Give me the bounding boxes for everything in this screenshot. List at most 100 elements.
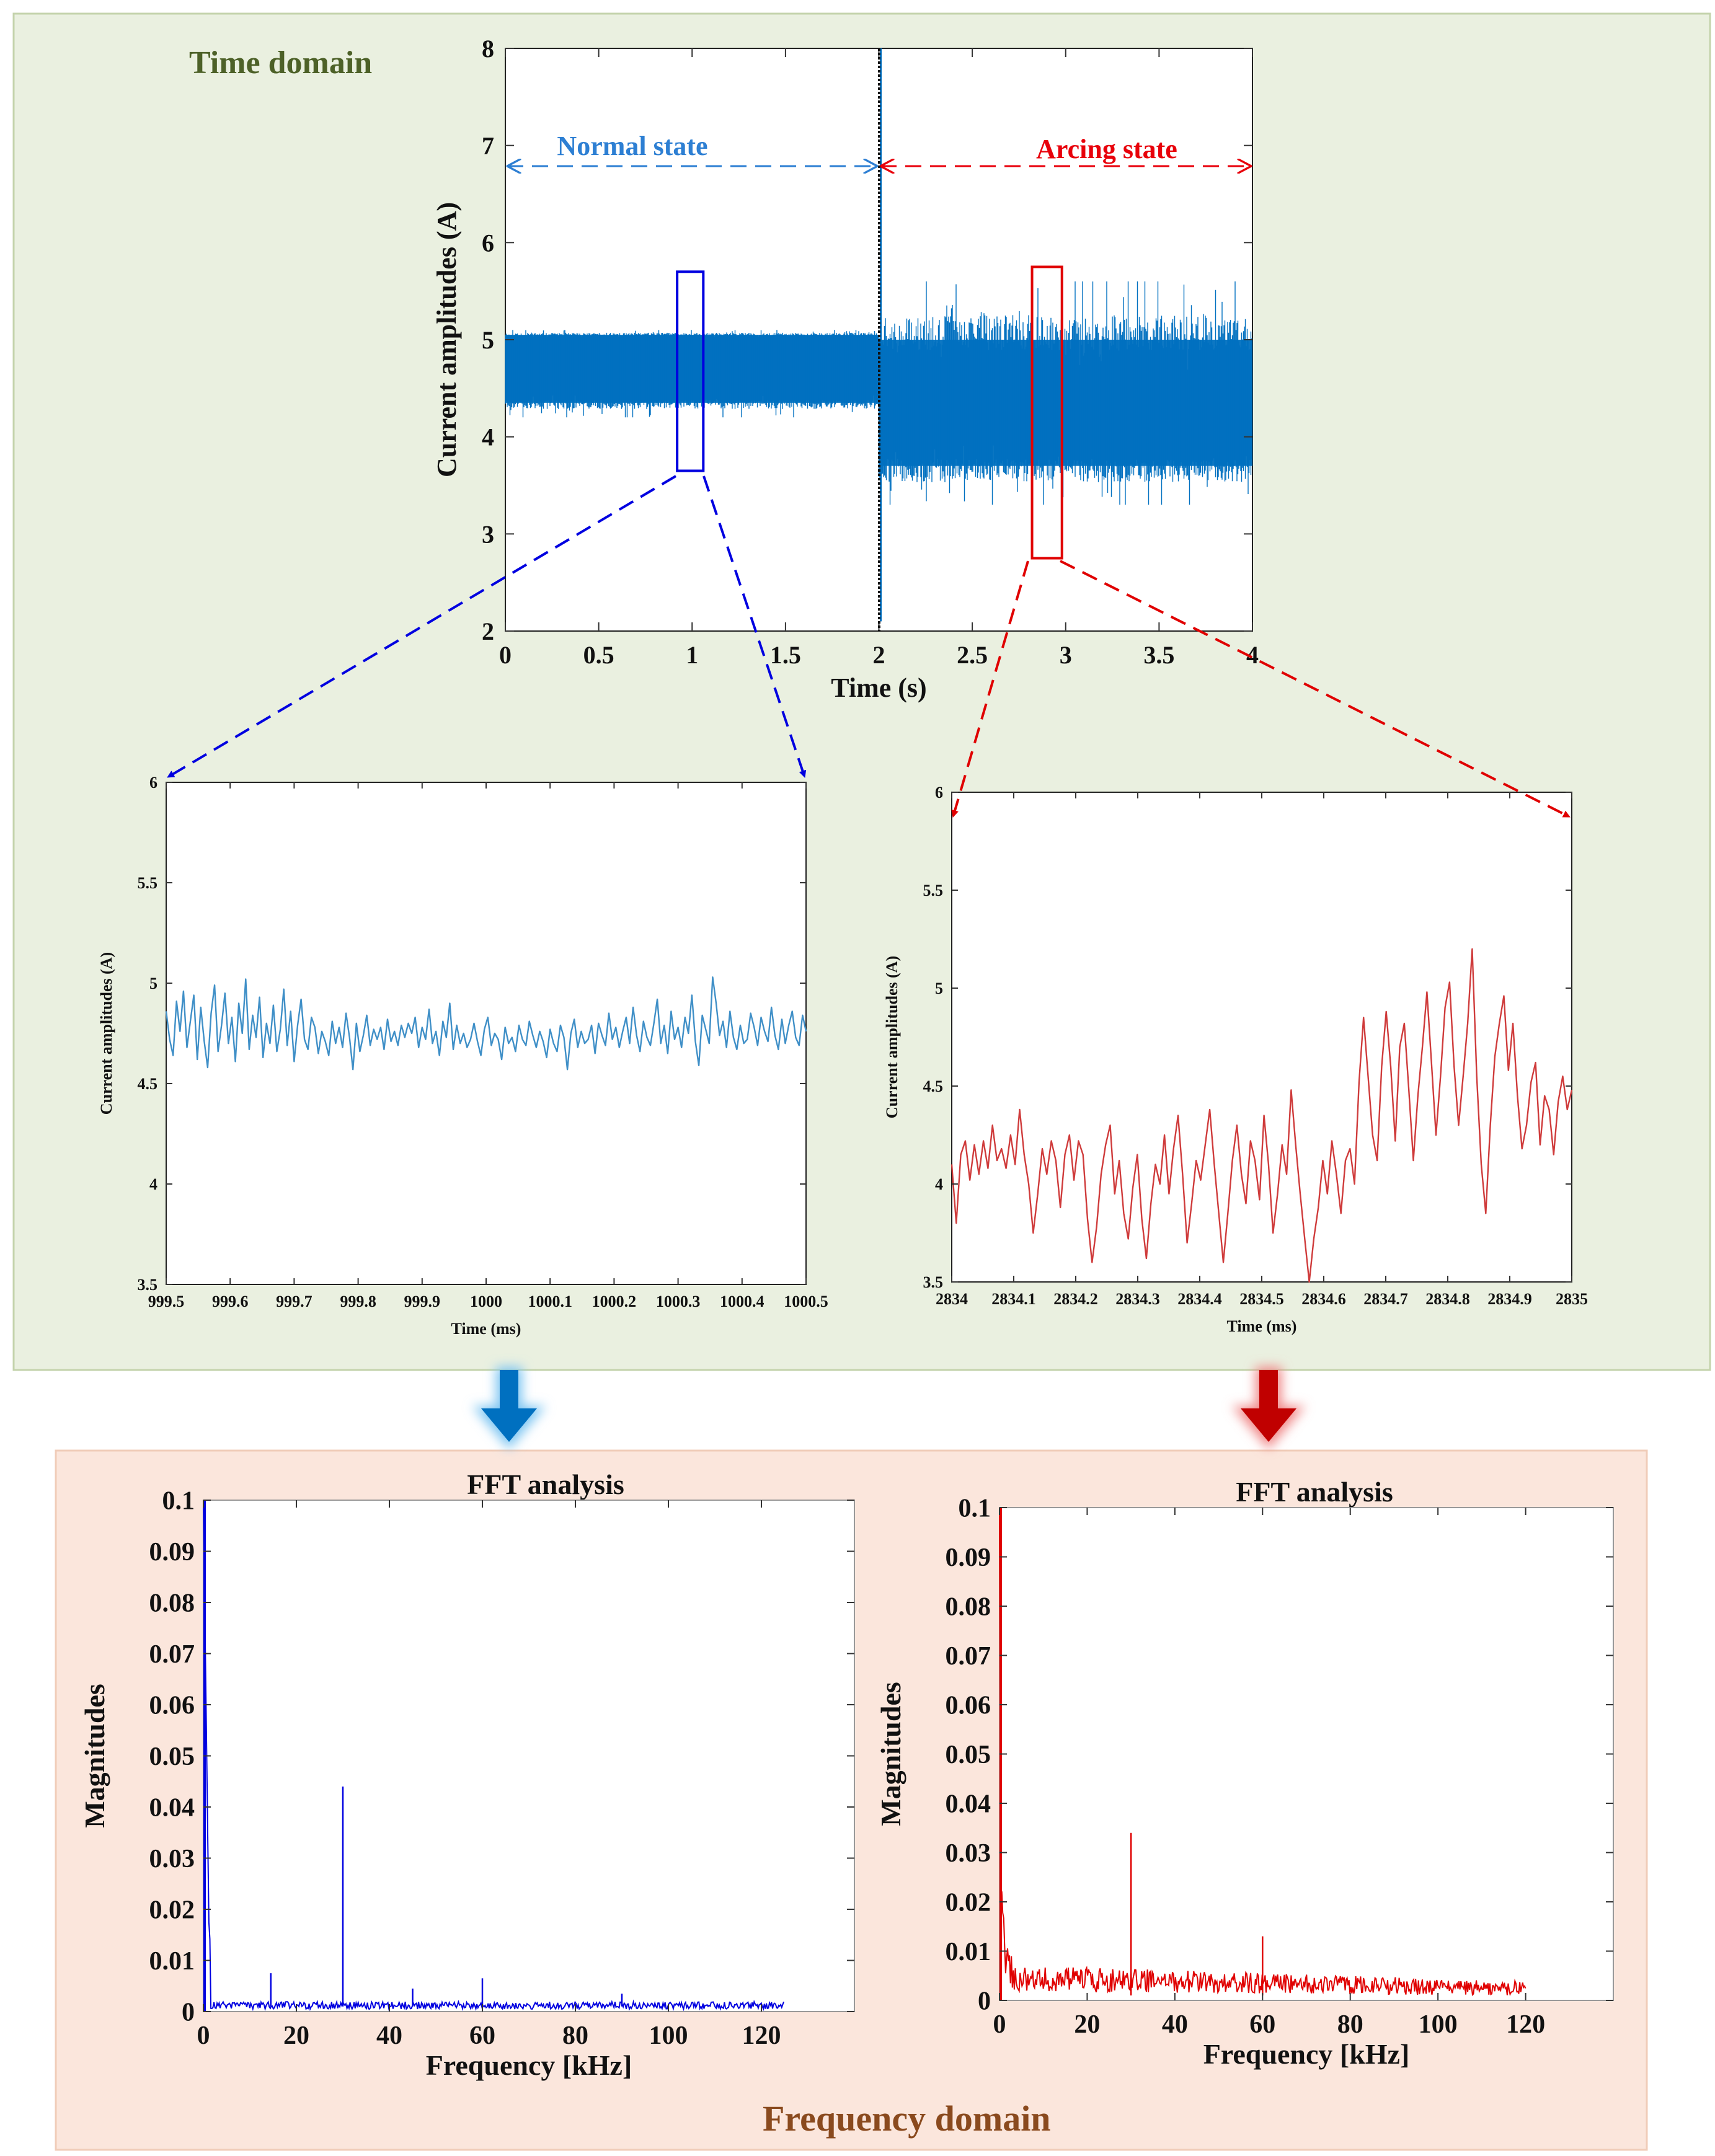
zoom-connector-normal-right	[702, 475, 807, 778]
y-tick-label: 7	[482, 132, 494, 160]
x-tick-label: 4	[1246, 641, 1259, 669]
x-tick-label: 2834	[936, 1290, 968, 1308]
y-tick-label: 0.02	[946, 1889, 991, 1917]
x-tick-label: 1000.3	[656, 1292, 701, 1310]
y-tick-label: 0.09	[149, 1538, 195, 1566]
arcing-state-label: Arcing state	[1036, 134, 1177, 164]
x-tick-label: 100	[649, 2021, 688, 2050]
x-tick-label: 40	[1162, 2010, 1188, 2039]
y-tick-label: 0.01	[946, 1938, 991, 1966]
y-axis-label: Magnitudes	[875, 1682, 906, 1826]
x-tick-label: 60	[1249, 2010, 1275, 2039]
y-axis-label: Magnitudes	[79, 1684, 110, 1828]
y-tick-label: 4.5	[138, 1075, 158, 1093]
x-tick-label: 80	[1337, 2010, 1363, 2039]
zoom-connector-arcing-right	[1060, 560, 1571, 818]
x-tick-label: 120	[1506, 2010, 1545, 2039]
x-axis-label: Time (ms)	[1227, 1317, 1297, 1335]
zoom-window-arcing	[1030, 265, 1063, 560]
time-domain-label: Time domain	[189, 45, 372, 81]
y-tick-label: 0.07	[149, 1640, 195, 1669]
x-tick-label: 80	[562, 2021, 588, 2050]
x-tick-label: 1000.4	[720, 1292, 764, 1310]
y-tick-label: 5.5	[923, 881, 944, 899]
x-tick-label: 0	[499, 641, 512, 669]
zoom-series-line	[951, 948, 1573, 1283]
x-tick-label: 2834.2	[1053, 1290, 1098, 1308]
y-tick-label: 0.03	[149, 1845, 195, 1873]
x-tick-label: 2834.6	[1301, 1290, 1346, 1308]
x-tick-label: 1	[686, 641, 698, 669]
x-tick-label: 1.5	[770, 641, 801, 669]
y-tick-label: 6	[482, 229, 494, 257]
x-tick-label: 100	[1419, 2010, 1458, 2039]
y-tick-label: 0.06	[149, 1692, 195, 1720]
y-tick-label: 3.5	[923, 1273, 944, 1291]
y-tick-label: 3.5	[138, 1276, 158, 1294]
x-tick-label: 2834.1	[991, 1290, 1036, 1308]
y-tick-label: 0.09	[946, 1544, 991, 1572]
y-tick-label: 0.05	[946, 1741, 991, 1769]
x-axis-label: Time (ms)	[451, 1320, 521, 1338]
zoom-arcing-plot-area	[951, 792, 1572, 1283]
x-tick-label: 2	[873, 641, 885, 669]
y-tick-label: 0.04	[149, 1794, 195, 1822]
zoom-series-line	[165, 976, 807, 1071]
y-tick-label: 4	[482, 423, 494, 451]
fft-normal-plot-area	[203, 1500, 855, 2012]
x-tick-label: 40	[376, 2021, 402, 2050]
normal-state-label: Normal state	[557, 131, 707, 161]
y-tick-label: 4.5	[923, 1077, 944, 1095]
y-axis-label: Current amplitudes (A)	[97, 952, 115, 1115]
x-tick-label: 2834.5	[1239, 1290, 1284, 1308]
y-tick-label: 2	[482, 617, 494, 645]
y-tick-label: 0.08	[149, 1589, 195, 1618]
x-tick-label: 0	[993, 2010, 1006, 2039]
signal-series-0	[505, 330, 879, 418]
x-tick-label: 999.6	[212, 1292, 249, 1310]
x-tick-label: 2834.3	[1115, 1290, 1160, 1308]
x-tick-label: 2835	[1556, 1290, 1588, 1308]
y-tick-label: 6	[935, 784, 943, 802]
x-tick-label: 1000.5	[784, 1292, 828, 1310]
y-tick-label: 0.05	[149, 1743, 195, 1771]
x-tick-label: 999.5	[148, 1292, 185, 1310]
x-tick-label: 2834.7	[1363, 1290, 1408, 1308]
x-tick-label: 999.7	[276, 1292, 312, 1310]
y-tick-label: 4	[935, 1175, 943, 1193]
x-tick-label: 2.5	[957, 641, 988, 669]
y-tick-label: 0.07	[946, 1642, 991, 1671]
x-tick-label: 999.9	[404, 1292, 441, 1310]
y-tick-label: 0.01	[149, 1947, 195, 1976]
y-axis-label: Current amplitudes (A)	[432, 202, 462, 477]
fft-series-line	[203, 1500, 785, 2012]
x-tick-label: 60	[469, 2021, 495, 2050]
x-tick-label: 2834.4	[1177, 1290, 1222, 1308]
x-tick-label: 0.5	[583, 641, 614, 669]
y-tick-label: 4	[149, 1175, 157, 1193]
y-tick-label: 0.06	[946, 1692, 991, 1720]
y-tick-label: 0.03	[946, 1839, 991, 1868]
y-tick-label: 5.5	[138, 874, 158, 892]
x-tick-label: 1000.1	[528, 1292, 572, 1310]
x-tick-label: 0	[197, 2021, 210, 2050]
y-tick-label: 0.04	[946, 1790, 991, 1819]
flow-arrow-arcing	[1232, 1367, 1305, 1449]
y-tick-label: 5	[935, 979, 943, 997]
zoom-connector-arcing-left	[951, 560, 1029, 818]
y-tick-label: 0	[182, 1999, 195, 2027]
y-tick-label: 0	[978, 1987, 991, 2016]
x-tick-label: 2834.9	[1487, 1290, 1532, 1308]
y-tick-label: 8	[482, 35, 494, 63]
fft-arcing-title: FFT analysis	[1236, 1476, 1393, 1508]
x-tick-label: 120	[742, 2021, 781, 2050]
fft-normal-title: FFT analysis	[467, 1469, 624, 1500]
fft-arcing-plot-area	[999, 1507, 1614, 2001]
y-tick-label: 6	[149, 774, 157, 792]
x-tick-label: 20	[1074, 2010, 1100, 2039]
zoom-normal-plot-area	[166, 782, 807, 1285]
y-axis-label: Current amplitudes (A)	[883, 956, 901, 1118]
flow-arrow-normal	[472, 1367, 546, 1449]
y-tick-label: 0.02	[149, 1896, 195, 1925]
